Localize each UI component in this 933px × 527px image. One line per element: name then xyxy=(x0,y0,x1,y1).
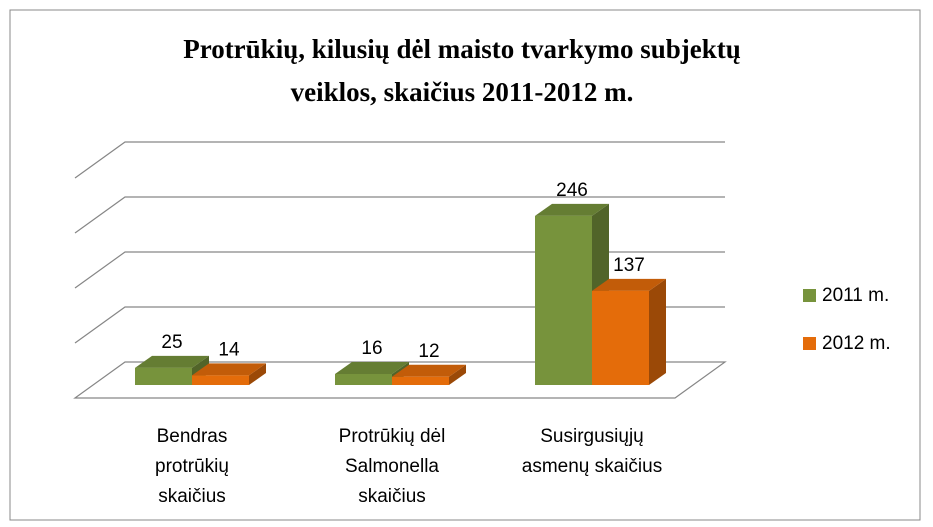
grid-line xyxy=(74,196,725,234)
chart-border xyxy=(9,9,921,521)
grid-line xyxy=(73,361,727,399)
bar xyxy=(335,374,392,385)
data-label: 14 xyxy=(218,339,240,360)
x-tick-label: protrūkių xyxy=(155,456,229,477)
bar-side xyxy=(249,363,266,385)
bar-top xyxy=(335,362,409,374)
chart-title: Protrūkių, kilusių dėl maisto tvarkymo s… xyxy=(183,34,741,64)
data-label: 25 xyxy=(161,332,182,353)
bar xyxy=(535,215,592,385)
legend-label: 2012 m. xyxy=(822,333,891,354)
x-tick-label: skaičius xyxy=(358,486,426,507)
grid-line xyxy=(74,306,725,344)
bar-side xyxy=(449,364,466,385)
bar-top xyxy=(592,278,666,291)
x-tick-label: Bendras xyxy=(157,426,228,447)
bar xyxy=(135,367,192,385)
bar-side xyxy=(649,278,666,385)
bar-top xyxy=(135,355,209,368)
data-label: 16 xyxy=(361,338,382,359)
data-label: 137 xyxy=(613,255,645,276)
grid-line xyxy=(74,141,725,179)
bar xyxy=(592,290,649,385)
x-tick-label: Salmonella xyxy=(345,456,439,477)
bar-top xyxy=(192,363,266,376)
legend-swatch xyxy=(803,337,816,350)
data-label: 246 xyxy=(556,180,588,201)
bar xyxy=(192,375,249,385)
x-tick-label: skaičius xyxy=(158,486,226,507)
data-label: 12 xyxy=(418,341,439,362)
bar-top xyxy=(392,364,466,377)
grid-line xyxy=(74,251,725,289)
x-tick-label: asmenų skaičius xyxy=(522,456,662,477)
legend-swatch xyxy=(803,289,816,302)
chart-title: veiklos, skaičius 2011-2012 m. xyxy=(291,77,634,107)
x-tick-label: Protrūkių dėl xyxy=(339,426,446,447)
bar xyxy=(392,376,449,385)
legend-label: 2011 m. xyxy=(822,285,889,306)
bar-top xyxy=(535,203,609,216)
x-tick-label: Susirgusiųjų xyxy=(540,426,644,447)
